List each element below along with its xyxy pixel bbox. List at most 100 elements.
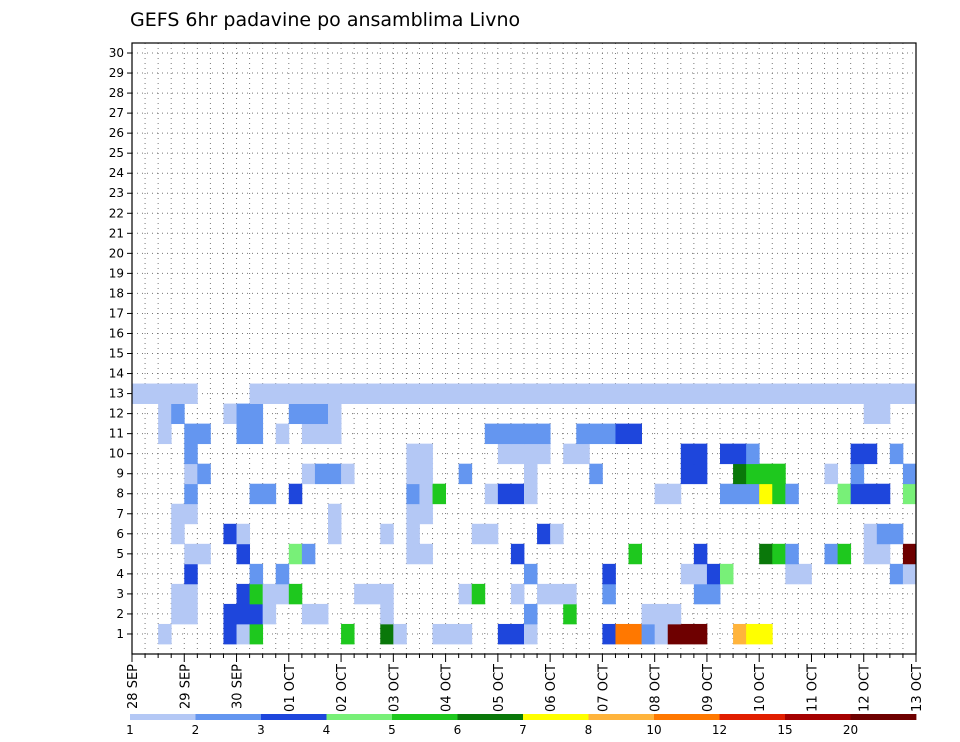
heatmap-cell bbox=[275, 563, 290, 585]
heatmap-cell bbox=[301, 463, 316, 485]
heatmap-cell bbox=[406, 443, 420, 465]
legend-swatch bbox=[130, 714, 196, 720]
heatmap-cell bbox=[484, 483, 499, 505]
heatmap-cell bbox=[563, 603, 577, 625]
heatmap-cell bbox=[706, 563, 721, 585]
heatmap-cell bbox=[550, 383, 564, 404]
heatmap-cell bbox=[341, 383, 355, 404]
heatmap-cell bbox=[680, 623, 695, 645]
heatmap-cell bbox=[902, 563, 917, 585]
heatmap-cell bbox=[236, 623, 250, 645]
heatmap-cell bbox=[850, 443, 865, 465]
heatmap-cell bbox=[693, 563, 708, 585]
heatmap-cell bbox=[288, 483, 303, 505]
heatmap-cell bbox=[275, 383, 290, 404]
heatmap-cell bbox=[576, 443, 590, 465]
heatmap-cell bbox=[733, 483, 747, 505]
heatmap-cell bbox=[563, 443, 577, 465]
heatmap-cell bbox=[458, 383, 473, 404]
legend-swatch bbox=[326, 714, 393, 720]
heatmap-cell bbox=[680, 443, 695, 465]
heatmap-cell bbox=[746, 483, 760, 505]
heatmap-cell bbox=[654, 383, 669, 404]
heatmap-cell bbox=[628, 423, 642, 445]
legend-label: 20 bbox=[843, 723, 858, 737]
heatmap-cell bbox=[249, 623, 264, 645]
heatmap-cell bbox=[628, 383, 642, 404]
heatmap-cell bbox=[249, 423, 264, 445]
heatmap-cell bbox=[393, 383, 407, 404]
heatmap-cell bbox=[667, 623, 682, 645]
y-tick-label: 23 bbox=[109, 186, 124, 200]
heatmap-cell bbox=[772, 483, 786, 505]
heatmap-cell bbox=[341, 463, 355, 485]
heatmap-cell bbox=[380, 583, 394, 605]
y-tick-label: 28 bbox=[109, 86, 124, 100]
legend-swatch bbox=[523, 714, 589, 720]
y-tick-label: 5 bbox=[116, 547, 124, 561]
heatmap-cell bbox=[785, 563, 799, 585]
x-tick-label: 02 OCT bbox=[335, 664, 350, 712]
heatmap-cell bbox=[837, 543, 852, 565]
heatmap-cell bbox=[510, 483, 525, 505]
heatmap-cell bbox=[510, 623, 525, 645]
heatmap-cell bbox=[249, 603, 264, 625]
heatmap-cell bbox=[759, 383, 773, 404]
x-tick-label: 11 OCT bbox=[805, 664, 820, 712]
heatmap-cell bbox=[314, 423, 329, 445]
heatmap-cell bbox=[288, 583, 303, 605]
heatmap-cell bbox=[184, 603, 198, 625]
heatmap-cell bbox=[406, 483, 420, 505]
heatmap-cell bbox=[197, 423, 211, 445]
legend-swatch bbox=[261, 714, 327, 720]
heatmap-cell bbox=[484, 523, 499, 545]
heatmap-cell bbox=[524, 443, 538, 465]
heatmap-cell bbox=[510, 443, 525, 465]
heatmap-cell bbox=[615, 423, 629, 445]
heatmap-cell bbox=[236, 583, 250, 605]
heatmap-cell bbox=[262, 483, 277, 505]
heatmap-cell bbox=[354, 383, 368, 404]
heatmap-cell bbox=[380, 383, 394, 404]
x-tick-label: 04 OCT bbox=[440, 664, 455, 712]
y-tick-label: 12 bbox=[109, 407, 124, 421]
heatmap-cell bbox=[184, 483, 198, 505]
color-legend: 1 2 3 4 5 6 7 8 10 12 15 20 bbox=[126, 714, 917, 737]
y-tick-label: 6 bbox=[116, 527, 124, 541]
y-tick-label: 20 bbox=[109, 246, 124, 260]
heatmap-cell bbox=[654, 623, 669, 645]
y-tick-label: 16 bbox=[109, 326, 124, 340]
heatmap-cell bbox=[171, 583, 185, 605]
heatmap-cell bbox=[497, 383, 512, 404]
heatmap-cell bbox=[811, 383, 825, 404]
x-tick-label: 08 OCT bbox=[649, 664, 664, 712]
legend-swatch bbox=[850, 714, 917, 720]
heatmap-cell bbox=[301, 403, 316, 425]
heatmap-cell bbox=[197, 463, 211, 485]
heatmap-cell bbox=[889, 383, 904, 404]
y-tick-label: 9 bbox=[116, 467, 124, 481]
heatmap-cell bbox=[524, 383, 538, 404]
y-tick-label: 26 bbox=[109, 126, 124, 140]
heatmap-cell bbox=[445, 383, 460, 404]
heatmap-cell bbox=[720, 563, 734, 585]
heatmap-cell bbox=[693, 543, 708, 565]
heatmap-cell bbox=[236, 523, 250, 545]
x-tick-label: 12 OCT bbox=[858, 664, 873, 712]
heatmap-cell bbox=[406, 503, 420, 525]
x-tick-label: 09 OCT bbox=[701, 664, 716, 712]
heatmap-cell bbox=[720, 383, 734, 404]
heatmap-cell bbox=[249, 583, 264, 605]
heatmap-cell bbox=[406, 523, 420, 545]
heatmap-cell bbox=[367, 383, 381, 404]
heatmap-cell bbox=[589, 423, 603, 445]
legend-swatch bbox=[654, 714, 720, 720]
heatmap-cell bbox=[197, 543, 211, 565]
heatmap-cell bbox=[223, 403, 237, 425]
heatmap-cell bbox=[380, 603, 394, 625]
heatmap-cell bbox=[223, 523, 237, 545]
heatmap-cell bbox=[524, 463, 538, 485]
heatmap-cell bbox=[158, 623, 172, 645]
heatmap-cell bbox=[275, 423, 290, 445]
heatmap-cell bbox=[132, 383, 146, 404]
